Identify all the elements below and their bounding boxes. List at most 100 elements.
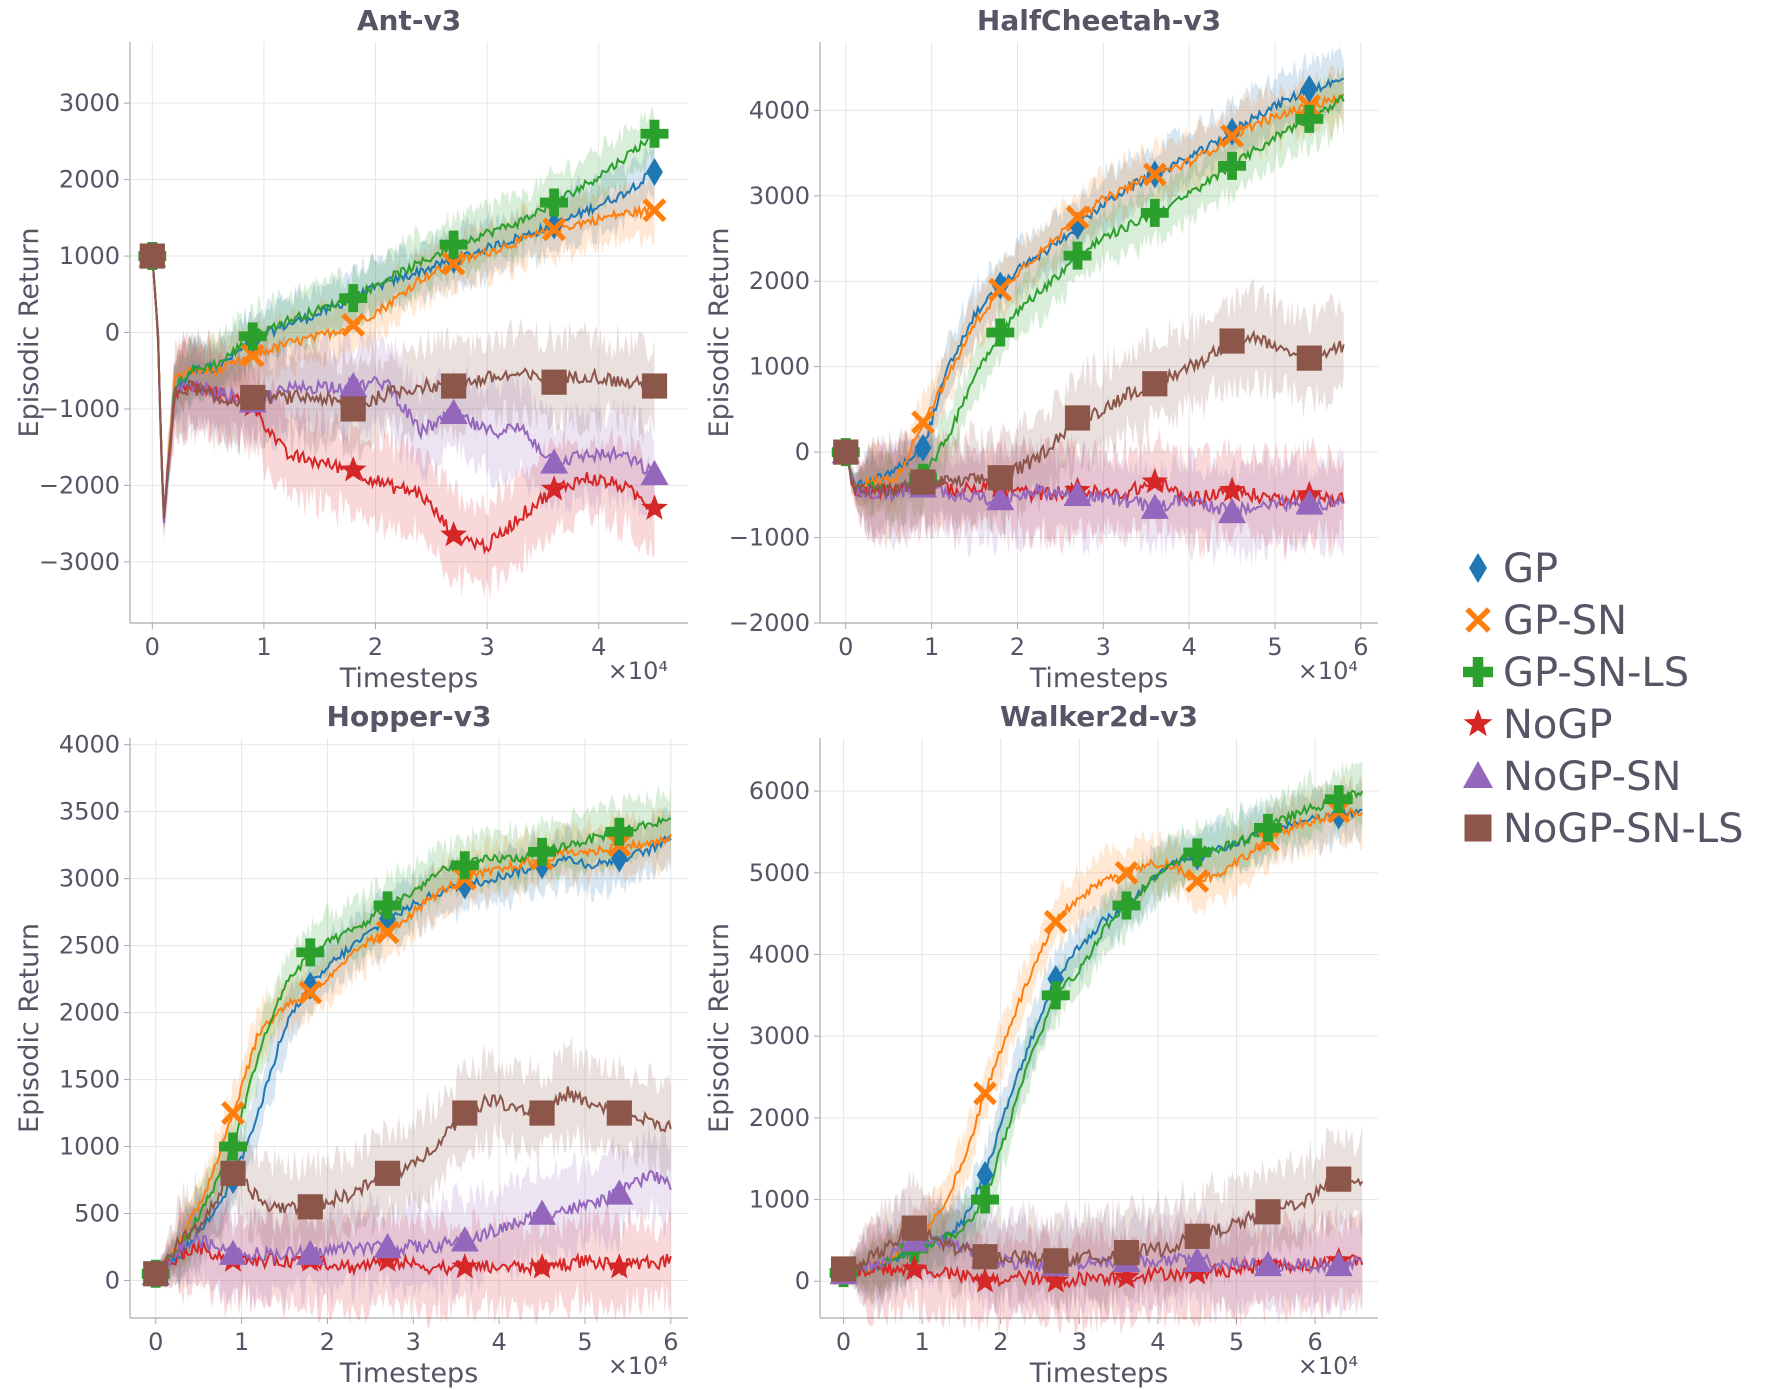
y-tick-label: 1000 [749, 353, 810, 381]
marker-nogp-sn-ls [606, 1100, 632, 1126]
y-tick-label: 2000 [59, 999, 120, 1027]
marker-nogp-sn-ls [1184, 1223, 1210, 1249]
legend-label: NoGP-SN [1503, 754, 1681, 800]
x-tick-label: 3 [1096, 633, 1111, 661]
y-tick-label: 2500 [59, 932, 120, 960]
x-tick-label: 6 [1307, 1328, 1322, 1356]
line-gp-sn [154, 833, 672, 1275]
marker-nogp-sn-ls [641, 373, 668, 399]
y-tick-label: 6000 [749, 777, 810, 805]
marker-nogp-sn-ls [1113, 1240, 1140, 1266]
subplot-ant-v3: 0 1 2 3 4 −3000 −2000 −1000 0 1000 2000 3000 Ant-v3 T… [14, 4, 688, 694]
marker-nogp-sn [1253, 1250, 1282, 1277]
band-nogp-sn [152, 256, 655, 539]
x-tick-label: 2 [993, 1328, 1008, 1356]
y-tick-label: −1000 [729, 524, 810, 552]
line-gp-sn-ls [155, 815, 672, 1275]
legend-label: NoGP-SN-LS [1503, 806, 1744, 852]
marker-gp-sn [240, 343, 265, 368]
marker-nogp-sn-ls [139, 243, 165, 269]
marker-nogp-sn [605, 1179, 634, 1205]
legend-item-gp-sn: GP-SN [1465, 598, 1627, 644]
marker-nogp-sn [219, 1239, 248, 1265]
y-tick-label: 3000 [749, 1022, 810, 1050]
x-tick-label: 1 [915, 1328, 930, 1356]
chart-title: Ant-v3 [357, 4, 461, 37]
x-tick-label: 6 [663, 1328, 678, 1356]
series-markers [831, 74, 1324, 524]
marker-nogp-sn-ls [972, 1244, 998, 1270]
x-tick-label: 6 [1353, 633, 1368, 661]
marker-nogp-sn [528, 1199, 557, 1225]
marker-nogp-sn-ls [374, 1160, 401, 1186]
marker-nogp-sn-ls [830, 1256, 857, 1282]
x-tick-label: 2 [368, 633, 383, 661]
marker-gp-sn [1114, 860, 1139, 885]
marker-nogp [971, 1267, 999, 1293]
marker-nogp-sn [640, 459, 669, 486]
marker-gp [1069, 211, 1086, 240]
line-gp-sn [844, 93, 1345, 491]
x-multiplier-label: ×10⁴ [608, 1352, 668, 1380]
marker-nogp-sn [1218, 497, 1247, 524]
marker-nogp-sn-ls [1326, 1166, 1352, 1192]
series-markers [829, 785, 1353, 1293]
marker-gp [1330, 801, 1348, 830]
marker-gp-sn-ls [528, 837, 557, 866]
y-axis-label: Episodic Return [14, 228, 45, 438]
marker-nogp-sn-ls [910, 469, 936, 495]
marker-nogp [901, 1255, 928, 1281]
y-tick-label: 0 [795, 1267, 810, 1295]
marker-gp-sn [221, 1101, 245, 1125]
marker-nogp-sn-ls [833, 439, 859, 465]
x-tick-label: 4 [1181, 633, 1196, 661]
marker-nogp [1113, 1263, 1140, 1289]
y-tick-label: 1000 [749, 1186, 810, 1214]
marker-gp-sn [1142, 162, 1167, 187]
marker-nogp-sn [1140, 493, 1169, 519]
marker-gp-sn-ls [1324, 785, 1353, 814]
line-gp [844, 77, 1345, 492]
marker-nogp [1141, 468, 1169, 494]
x-tick-label: 3 [1072, 1328, 1087, 1356]
marker-nogp-sn-ls [1043, 1248, 1069, 1274]
marker-nogp-sn [1324, 1250, 1353, 1277]
legend-marker-gp-sn [1465, 607, 1491, 633]
band-gp [843, 775, 1363, 1302]
marker-nogp-sn-ls [1219, 328, 1245, 354]
marker-gp-sn-ls [1041, 981, 1070, 1010]
x-multiplier-label: ×10⁴ [1298, 1352, 1358, 1380]
x-tick-label: 0 [836, 1328, 851, 1356]
x-multiplier-label: ×10⁴ [608, 657, 668, 685]
x-tick-label: 1 [924, 633, 939, 661]
y-tick-label: 0 [795, 438, 810, 466]
marker-gp-sn-ls [1183, 838, 1212, 867]
band-nogp-sn-ls [152, 256, 655, 541]
marker-gp-sn [375, 920, 400, 945]
marker-nogp-sn-ls [143, 1261, 169, 1287]
line-gp-sn-ls [844, 94, 1345, 497]
subplot-hopper-v3: 0 1 2 3 4 5 6 0 500 1000 1500 2000 2500 3000 3500 4000 H… [14, 700, 688, 1389]
marker-gp-sn-ls [1140, 198, 1169, 227]
x-axis-label: Timesteps [1029, 663, 1169, 694]
marker-gp-sn-ls [219, 1132, 248, 1161]
y-tick-label: 3500 [59, 798, 120, 826]
legend-item-nogp-sn-ls: NoGP-SN-LS [1464, 806, 1744, 852]
marker-gp-sn [341, 312, 366, 337]
marker-gp-sn [988, 277, 1013, 302]
marker-nogp-sn [339, 372, 368, 398]
y-tick-label: 0 [105, 319, 120, 347]
legend-label: GP [1503, 546, 1558, 592]
x-tick-label: 5 [577, 1328, 592, 1356]
marker-gp [301, 971, 319, 1000]
marker-nogp-sn-ls [987, 465, 1013, 491]
marker-gp [976, 1161, 994, 1190]
marker-gp-sn [1043, 909, 1068, 934]
marker-gp-sn-ls [373, 891, 402, 920]
y-tick-label: 4000 [749, 940, 810, 968]
marker-nogp-sn [1063, 480, 1092, 507]
marker-nogp-sn-ls [1296, 345, 1322, 371]
x-tick-label: 4 [1150, 1328, 1165, 1356]
marker-nogp-sn [986, 485, 1015, 511]
